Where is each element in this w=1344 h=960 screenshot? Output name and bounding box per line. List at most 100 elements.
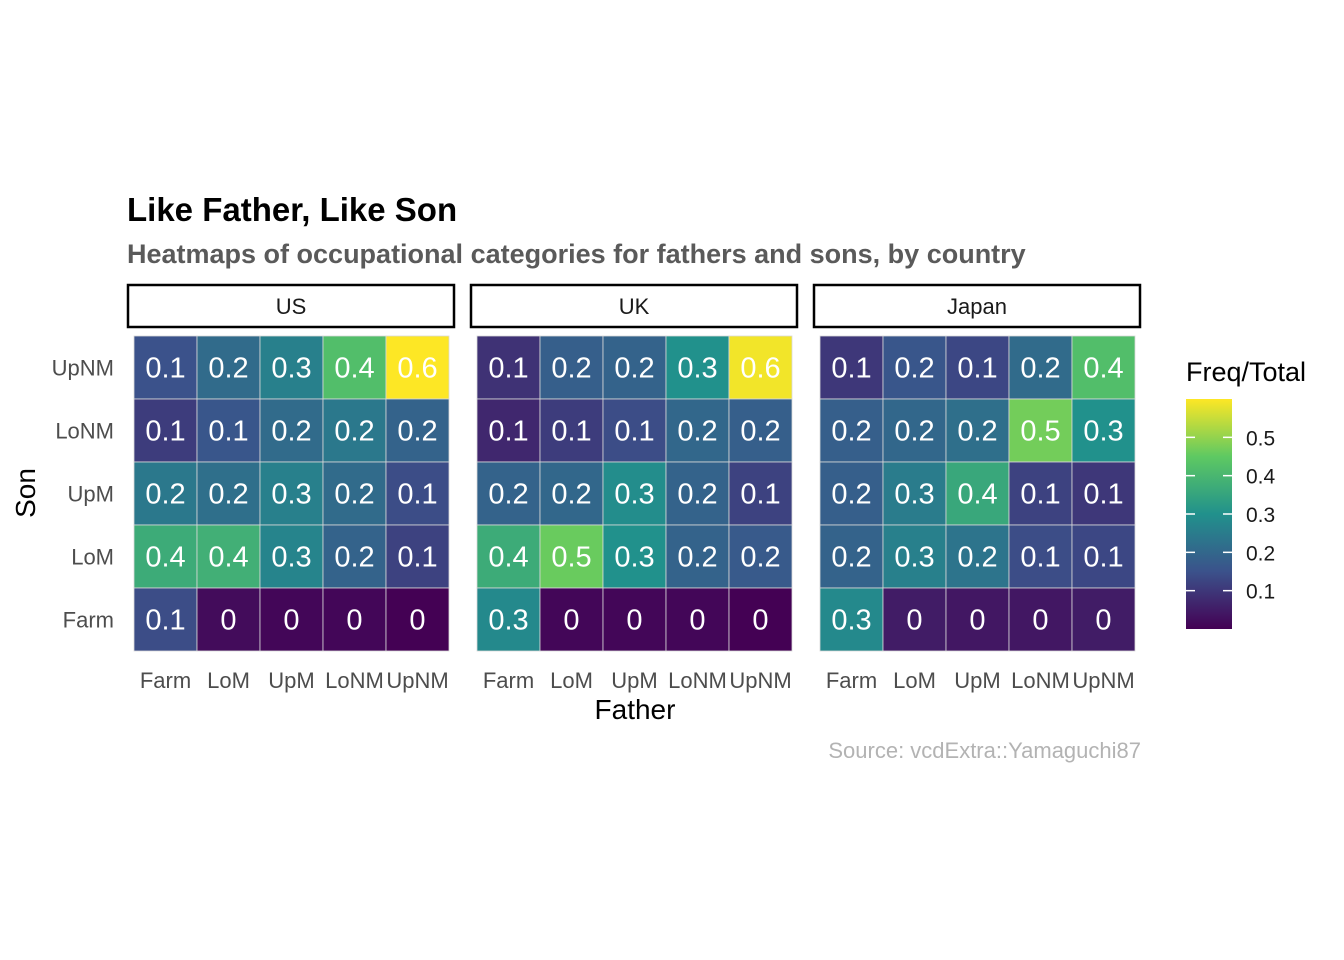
heatmap-cell bbox=[882, 524, 947, 589]
cell-label: 0.2 bbox=[271, 416, 311, 448]
heatmap-cell bbox=[728, 587, 793, 652]
cell-label: 0 bbox=[220, 605, 236, 637]
cell-label: 0.4 bbox=[334, 353, 374, 385]
heatmap-cell bbox=[728, 524, 793, 589]
heatmap-cell bbox=[385, 524, 450, 589]
cell-label: 0.2 bbox=[145, 479, 185, 511]
facet-strip bbox=[469, 283, 799, 329]
facet-panels: US 0.1 0.2 0.3 0.4 0.6 0.1 0.1 0.2 0.2 0.2 0.2 0.2 0.… bbox=[126, 283, 1142, 693]
y-tick-label: Farm bbox=[63, 608, 114, 633]
facet-strip-label: US bbox=[276, 294, 307, 319]
heatmap-cell bbox=[728, 461, 793, 526]
heatmap-cell bbox=[539, 587, 604, 652]
heatmap-cell bbox=[322, 587, 387, 652]
cell-label: 0 bbox=[906, 605, 922, 637]
cell-label: 0.2 bbox=[551, 353, 591, 385]
panel-us: US 0.1 0.2 0.3 0.4 0.6 0.1 0.1 0.2 0.2 0.2 0.2 0.2 0.… bbox=[126, 283, 456, 693]
panel-uk: UK 0.1 0.2 0.2 0.3 0.6 0.1 0.1 0.1 0.2 0.2 0.2 0.2 0.… bbox=[469, 283, 799, 693]
cell-label: 0.2 bbox=[677, 416, 717, 448]
y-axis-title: Son bbox=[10, 468, 41, 518]
cell-label: 0.1 bbox=[831, 353, 871, 385]
cell-label: 0.5 bbox=[551, 542, 591, 574]
cell-label: 0.1 bbox=[397, 479, 437, 511]
x-tick-label: UpNM bbox=[1072, 668, 1134, 693]
cell-label: 0.1 bbox=[397, 542, 437, 574]
heatmap-cell bbox=[133, 461, 198, 526]
heatmap-cell bbox=[882, 335, 947, 400]
heatmap-cell bbox=[819, 335, 884, 400]
cell-label: 0.3 bbox=[488, 605, 528, 637]
cell-label: 0 bbox=[752, 605, 768, 637]
chart-title: Like Father, Like Son bbox=[127, 191, 457, 228]
heatmap-cell bbox=[322, 335, 387, 400]
cell-label: 0.1 bbox=[1020, 479, 1060, 511]
heatmap-cell bbox=[133, 524, 198, 589]
heatmap-cell bbox=[196, 335, 261, 400]
cell-label: 0.3 bbox=[1083, 416, 1123, 448]
heatmap-cell bbox=[1008, 587, 1073, 652]
facet-strip-label: UK bbox=[619, 294, 650, 319]
y-tick-label: UpNM bbox=[52, 356, 114, 381]
legend-tick-label: 0.5 bbox=[1246, 427, 1275, 450]
cell-label: 0 bbox=[689, 605, 705, 637]
cell-label: 0.2 bbox=[1020, 353, 1060, 385]
x-tick-label: LoNM bbox=[325, 668, 384, 693]
x-tick-label: Farm bbox=[483, 668, 534, 693]
heatmap-cell bbox=[665, 335, 730, 400]
cell-label: 0.3 bbox=[894, 479, 934, 511]
cell-label: 0.3 bbox=[677, 353, 717, 385]
heatmap-cell bbox=[385, 461, 450, 526]
cell-label: 0.3 bbox=[614, 479, 654, 511]
heatmap-cell bbox=[322, 398, 387, 463]
x-tick-label: LoM bbox=[893, 668, 936, 693]
cell-label: 0.5 bbox=[1020, 416, 1060, 448]
cell-label: 0.3 bbox=[894, 542, 934, 574]
cell-label: 0.1 bbox=[614, 416, 654, 448]
heatmap-cell bbox=[665, 398, 730, 463]
cell-label: 0.2 bbox=[957, 416, 997, 448]
cell-label: 0.1 bbox=[1083, 479, 1123, 511]
cell-label: 0.4 bbox=[208, 542, 248, 574]
legend-tick-label: 0.4 bbox=[1246, 466, 1276, 489]
cell-label: 0.2 bbox=[740, 542, 780, 574]
cell-label: 0.2 bbox=[740, 416, 780, 448]
cell-label: 0 bbox=[563, 605, 579, 637]
cell-label: 0.1 bbox=[551, 416, 591, 448]
heatmap-cell bbox=[882, 587, 947, 652]
heatmap-cell bbox=[602, 461, 667, 526]
cell-label: 0.4 bbox=[957, 479, 997, 511]
legend-tick-label: 0.3 bbox=[1246, 504, 1275, 527]
heatmap-cell bbox=[322, 524, 387, 589]
cell-label: 0.2 bbox=[677, 479, 717, 511]
legend-tick-label: 0.1 bbox=[1246, 581, 1275, 604]
heatmap-cell bbox=[539, 335, 604, 400]
facet-strip-label: Japan bbox=[947, 294, 1007, 319]
cell-label: 0.2 bbox=[208, 479, 248, 511]
cell-label: 0.4 bbox=[1083, 353, 1123, 385]
cell-label: 0.1 bbox=[208, 416, 248, 448]
heatmap-cell bbox=[1008, 524, 1073, 589]
heatmap-cell bbox=[259, 461, 324, 526]
cell-label: 0.4 bbox=[145, 542, 185, 574]
heatmap-cell bbox=[133, 587, 198, 652]
chart-subtitle: Heatmaps of occupational categories for … bbox=[127, 239, 1026, 269]
heatmap-cell bbox=[385, 587, 450, 652]
cell-label: 0.2 bbox=[334, 416, 374, 448]
legend-tick-label: 0.2 bbox=[1246, 542, 1275, 565]
y-tick-label: LoM bbox=[71, 545, 114, 570]
heatmap-cell bbox=[602, 587, 667, 652]
heatmap-cell bbox=[945, 587, 1010, 652]
cell-label: 0.3 bbox=[271, 353, 311, 385]
heatmap-cell bbox=[476, 524, 541, 589]
x-tick-label: UpM bbox=[611, 668, 657, 693]
cell-label: 0 bbox=[969, 605, 985, 637]
heatmap-cell bbox=[1071, 461, 1136, 526]
cell-label: 0.1 bbox=[1083, 542, 1123, 574]
heatmap-cell bbox=[539, 461, 604, 526]
heatmap-cell bbox=[196, 461, 261, 526]
x-tick-label: UpM bbox=[954, 668, 1000, 693]
heatmap-cell bbox=[819, 524, 884, 589]
x-tick-label: LoNM bbox=[668, 668, 727, 693]
x-tick-label: UpNM bbox=[729, 668, 791, 693]
cell-label: 0.3 bbox=[614, 542, 654, 574]
